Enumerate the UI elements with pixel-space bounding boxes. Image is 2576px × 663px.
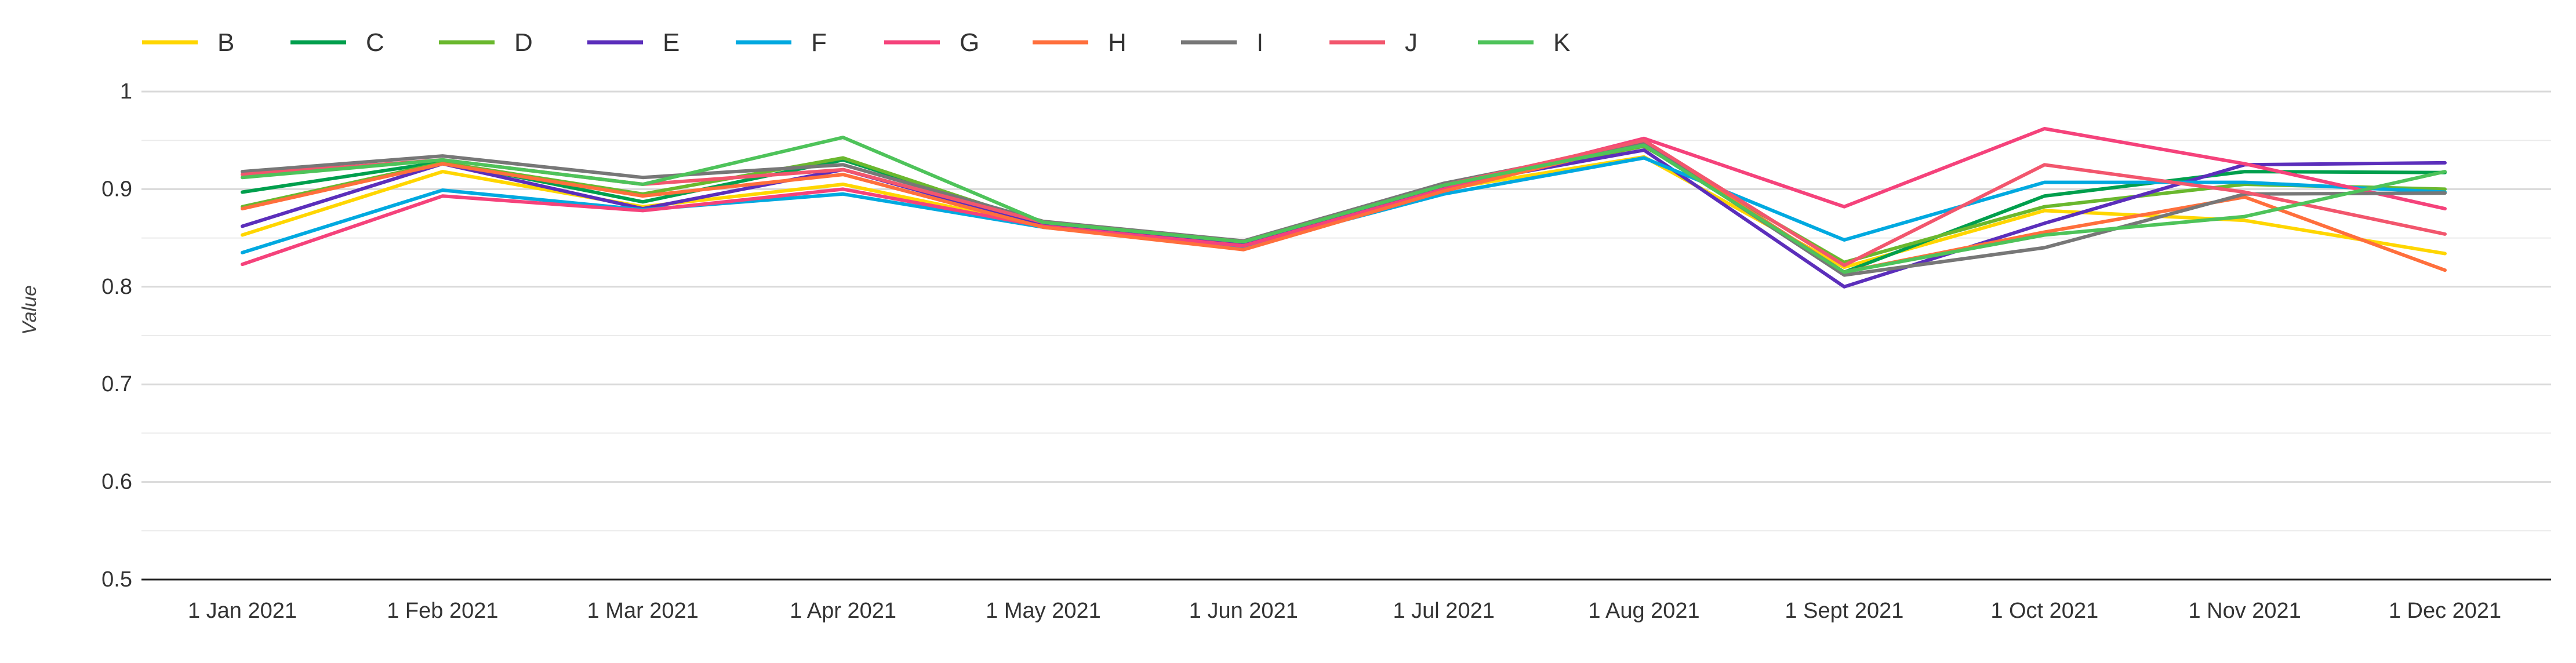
y-tick-label: 0.7 xyxy=(101,372,132,396)
gridlines xyxy=(141,90,2551,531)
legend-item-f[interactable]: F xyxy=(736,28,827,57)
x-tick-label: 1 Mar 2021 xyxy=(587,599,699,623)
x-tick-label: 1 Feb 2021 xyxy=(387,599,498,623)
legend-label: E xyxy=(663,28,680,57)
y-axis-label: Value xyxy=(19,285,41,335)
series-lines xyxy=(241,127,2447,289)
legend-label: H xyxy=(1108,28,1127,57)
y-tick-label: 0.9 xyxy=(101,177,132,201)
x-tick-label: 1 Aug 2021 xyxy=(1588,599,1699,623)
legend-label: J xyxy=(1405,28,1418,57)
legend-item-e[interactable]: E xyxy=(587,28,680,57)
series-line-k xyxy=(241,136,2447,274)
legend-item-k[interactable]: K xyxy=(1478,28,1570,57)
x-tick-label: 1 Dec 2021 xyxy=(2389,599,2501,623)
legend-label: C xyxy=(366,28,384,57)
x-axis: 1 Jan 2021 1 Feb 2021 1 Mar 2021 1 Apr 2021… xyxy=(141,578,2551,623)
series-line-c xyxy=(241,143,2447,274)
legend-item-d[interactable]: D xyxy=(439,28,533,57)
legend-label: D xyxy=(514,28,533,57)
x-tick-label: 1 Jan 2021 xyxy=(188,599,297,623)
x-tick-label: 1 Sept 2021 xyxy=(1785,599,1903,623)
series-line-g xyxy=(241,127,2447,267)
series-line-e xyxy=(241,148,2447,289)
x-tick-label: 1 Jun 2021 xyxy=(1189,599,1298,623)
x-tick-label: 1 Jul 2021 xyxy=(1393,599,1494,623)
legend-label: B xyxy=(217,28,234,57)
y-tick-label: 0.5 xyxy=(101,567,132,592)
legend-label: G xyxy=(960,28,979,57)
legend-item-b[interactable]: B xyxy=(142,28,234,57)
legend-item-g[interactable]: G xyxy=(884,28,979,57)
legend-item-i[interactable]: I xyxy=(1181,28,1263,57)
y-tick-label: 0.6 xyxy=(101,470,132,494)
x-tick-label: 1 Nov 2021 xyxy=(2188,599,2301,623)
series-line-i xyxy=(241,141,2447,277)
legend-item-j[interactable]: J xyxy=(1329,28,1418,57)
legend-label: K xyxy=(1553,28,1570,57)
legend-label: I xyxy=(1256,28,1263,57)
y-tick-label: 1 xyxy=(120,79,132,104)
legend-item-h[interactable]: H xyxy=(1033,28,1127,57)
series-line-h xyxy=(241,140,2447,274)
x-tick-label: 1 Apr 2021 xyxy=(790,599,896,623)
legend[interactable]: B C D E F G H I J K xyxy=(142,28,1570,57)
x-tick-label: 1 May 2021 xyxy=(986,599,1101,623)
legend-item-c[interactable]: C xyxy=(290,28,384,57)
legend-label: F xyxy=(811,28,827,57)
x-tick-label: 1 Oct 2021 xyxy=(1990,599,2098,623)
y-axis: 0.5 0.6 0.7 0.8 0.9 1 xyxy=(101,79,132,592)
y-tick-label: 0.8 xyxy=(101,275,132,299)
